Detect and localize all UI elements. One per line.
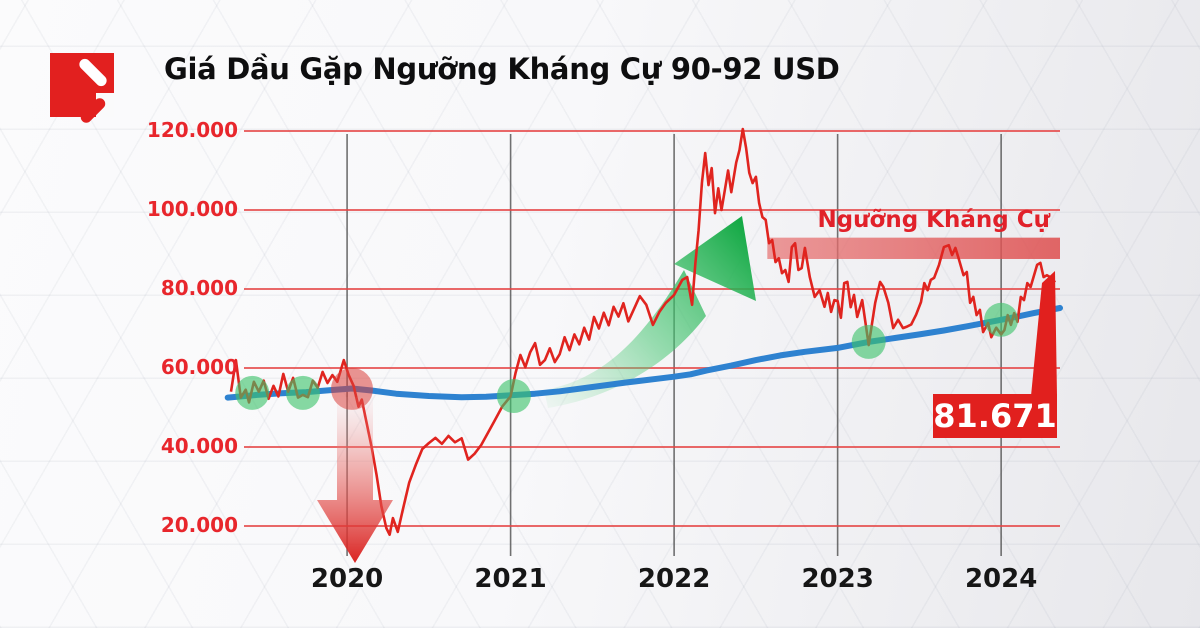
support-touch-marker <box>285 375 320 410</box>
uptrend-arrow-head <box>674 216 756 301</box>
x-tick-label: 2024 <box>964 564 1038 594</box>
resistance-label: Ngưỡng Kháng Cự <box>817 207 1050 233</box>
page-title: Giá Dầu Gặp Ngưỡng Kháng Cự 90-92 USD <box>164 52 840 86</box>
y-tick-label: 20.000 <box>160 513 238 537</box>
support-touch-marker <box>235 375 270 410</box>
resistance-band-layer <box>767 237 1060 259</box>
x-tick-label: 2022 <box>637 564 711 594</box>
last-price-badge: 81.671 <box>933 394 1057 438</box>
x-tick-label: 2020 <box>310 564 384 594</box>
price-callout-pointer <box>1031 271 1057 396</box>
brand-logo <box>50 53 114 125</box>
support-touch-marker <box>496 379 531 414</box>
y-tick-label: 100.000 <box>146 197 238 221</box>
x-tick-label: 2021 <box>474 564 547 594</box>
y-tick-label: 40.000 <box>160 434 238 458</box>
support-touch-marker <box>851 324 886 359</box>
resistance-band <box>767 237 1060 259</box>
grid-layer <box>244 130 1060 556</box>
x-tick-label: 2023 <box>801 564 874 594</box>
crash-arrow <box>317 397 393 563</box>
y-tick-label: 120.000 <box>146 118 238 142</box>
support-touch-marker <box>984 302 1019 337</box>
y-tick-label: 60.000 <box>160 355 238 379</box>
y-tick-label: 80.000 <box>160 276 238 300</box>
crash-arrow-shape <box>317 397 393 563</box>
price-callout-wedge <box>1031 271 1057 396</box>
oil-price-line <box>229 127 1057 537</box>
